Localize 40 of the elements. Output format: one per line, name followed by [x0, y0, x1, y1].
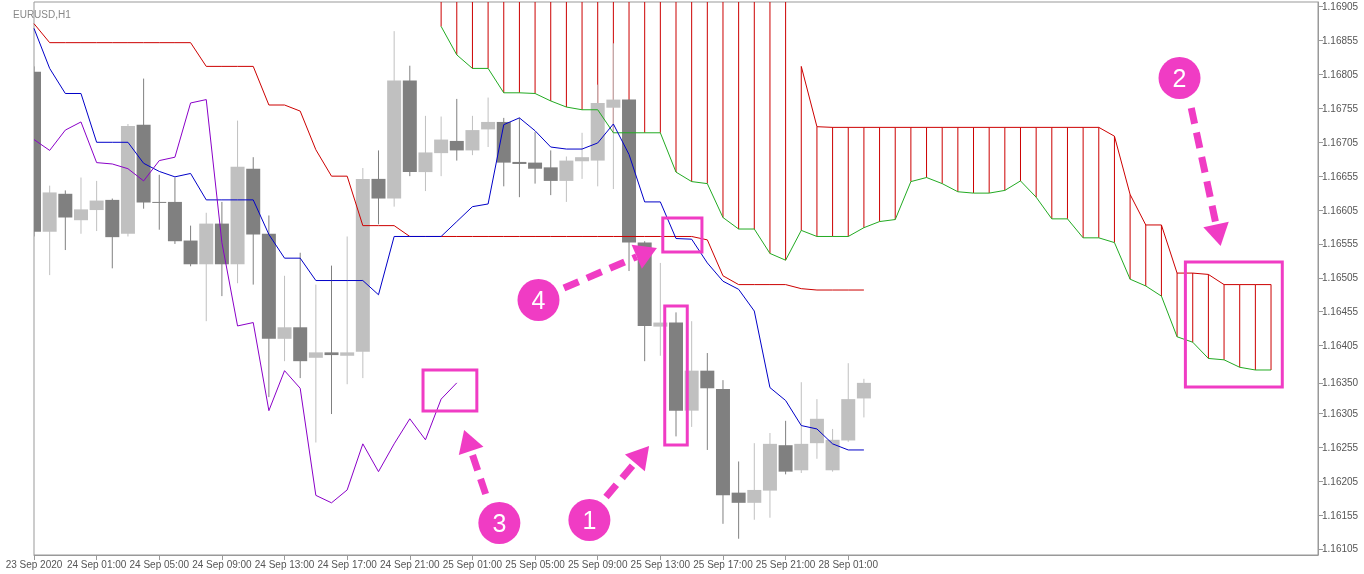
x-tick-label: 24 Sep 17:00: [317, 558, 378, 570]
number-badge: 4: [517, 279, 560, 321]
x-tick-label: 25 Sep 05:00: [505, 558, 566, 570]
y-tick-label: 1.16105: [1322, 543, 1359, 555]
y-tick-label: 1.16205: [1322, 475, 1359, 487]
x-tick-label: 24 Sep 09:00: [192, 558, 253, 570]
annotation: 1: [582, 506, 597, 534]
x-tick-label: 24 Sep 13:00: [254, 558, 315, 570]
y-tick-label: 1.16455: [1322, 306, 1359, 318]
y-tick-label: 1.16255: [1322, 441, 1359, 453]
y-tick-label: 1.16505: [1322, 272, 1359, 284]
x-tick-label: 24 Sep 21:00: [380, 558, 440, 570]
y-tick-label: 1.16655: [1322, 170, 1359, 182]
y-tick-label: 1.16155: [1322, 509, 1359, 521]
y-tick-label: 1.16350: [1322, 377, 1359, 389]
text: EURUSD,H1: [13, 8, 72, 20]
y-tick-label: 1.16405: [1322, 340, 1359, 352]
x-tick-label: 25 Sep 17:00: [693, 558, 754, 570]
x-tick-label: 28 Sep 01:00: [818, 558, 879, 570]
x-tick-label: 23 Sep 2020: [5, 558, 63, 570]
y-tick-label: 1.16705: [1322, 136, 1359, 148]
number-badge: 1: [568, 499, 611, 541]
number-badge: 2: [1158, 57, 1201, 99]
y-tick-label: 1.16555: [1322, 238, 1359, 250]
annotation: 4: [531, 286, 546, 314]
y-tick-label: 1.16305: [1322, 407, 1359, 419]
y-tick-label: 1.16805: [1322, 69, 1359, 81]
x-tick-label: 24 Sep 01:00: [66, 558, 127, 570]
x-tick-label: 25 Sep 01:00: [442, 558, 503, 570]
x-tick-label: 24 Sep 05:00: [129, 558, 190, 570]
y-tick-label: 1.16755: [1322, 102, 1359, 114]
annotation: 3: [492, 509, 507, 537]
x-tick-label: 25 Sep 13:00: [630, 558, 691, 570]
x-tick-label: 25 Sep 21:00: [755, 558, 816, 570]
number-badge: 3: [478, 502, 521, 544]
y-tick-label: 1.16905: [1322, 1, 1359, 13]
annotation: 2: [1172, 64, 1187, 92]
y-tick-label: 1.16855: [1322, 35, 1359, 47]
x-tick-label: 25 Sep 09:00: [567, 558, 628, 570]
y-tick-label: 1.16605: [1322, 204, 1359, 216]
